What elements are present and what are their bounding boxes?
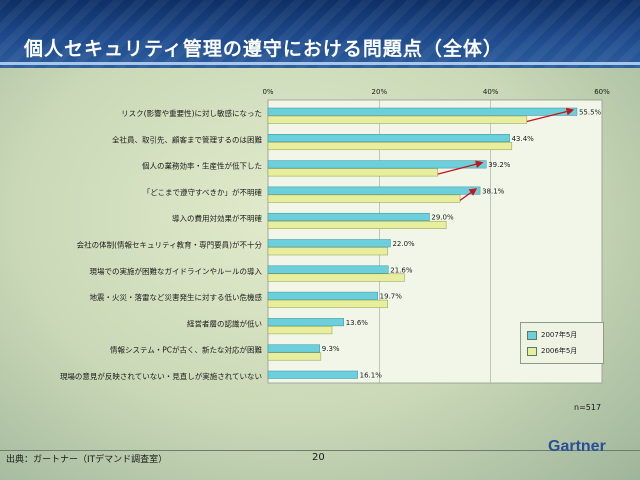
category-label: 現場の意見が反映されていない・見直しが実施されていない [60,371,262,381]
trend-arrow [459,188,478,201]
trend-arrow [526,107,575,123]
category-label: 地震・火災・落雷など災害発生に対する低い危機感 [90,292,263,302]
bar-2006 [267,194,461,203]
bar-2006 [267,299,388,308]
category-label: 導入の費用対効果が不明確 [172,213,262,223]
category-label: 全社員、取引先、顧客まで管理するのは困難 [112,134,262,144]
data-label-2007: 9.3% [322,345,340,353]
bar-2007 [267,291,378,300]
bar-2006 [267,168,439,177]
x-tick-label: 60% [594,88,610,96]
bar-2007 [267,344,321,353]
chart-legend: 2007年5月 2006年5月 [520,322,604,364]
bar-2007 [267,160,487,169]
title-bar-pattern [0,0,640,68]
legend-item-2006: 2006年5月 [527,346,577,356]
legend-item-2007: 2007年5月 [527,330,577,340]
x-tick-label: 20% [372,88,388,96]
data-label-2007: 16.1% [360,372,383,380]
legend-label-2007: 2007年5月 [541,331,578,339]
legend-label-2006: 2006年5月 [541,347,578,355]
bar-2006 [267,326,333,335]
data-label-2007: 38.1% [482,187,505,195]
bar-2006 [267,220,447,229]
category-label: 個人の業務効率・生産性が低下した [142,161,262,171]
bar-2007 [267,318,344,327]
title-underline [0,62,640,65]
trend-arrow [437,160,484,175]
bar-2007 [267,265,389,274]
bar-2007 [267,107,578,116]
bar-2006 [267,142,513,151]
bar-2007 [267,239,391,248]
data-label-2007: 29.0% [431,214,454,222]
data-label-2007: 19.7% [380,293,403,301]
sample-size-label: n=517 [574,403,602,412]
slide-title: 個人セキュリティ管理の遵守における問題点（全体） [24,38,503,60]
bar-2007 [267,370,358,379]
bar-2007 [267,186,481,195]
data-label-2007: 21.6% [390,266,413,274]
data-label-2007: 39.2% [488,161,511,169]
x-tick-label: 0% [262,88,273,96]
data-label-2007: 22.0% [392,240,415,248]
bar-2007 [267,134,510,143]
x-tick-label: 40% [483,88,499,96]
gartner-logo: Gartner [548,438,606,455]
category-label: リスク(影響や重要性)に対し敏感になった [121,108,262,118]
legend-swatch-2007 [527,330,537,340]
bar-2006 [267,273,405,282]
category-label: 会社の体制(情報セキュリティ教育・専門要員)が不十分 [77,240,263,250]
legend-swatch-2006 [527,346,537,356]
category-label: 経営者層の認識が低い [187,318,262,328]
category-label: 情報システム・PCが古く、新たな対応が困難 [110,345,263,355]
data-label-2007: 13.6% [346,319,369,327]
bar-2007 [267,212,430,221]
data-label-2007: 55.5% [579,109,602,117]
category-label: 現場での実施が困難なガイドラインやルールの導入 [90,266,263,276]
page-number: 20 [312,452,325,463]
footer-divider [0,450,640,451]
source-note: 出典：ガートナー（ITデマンド調査室） [6,455,168,465]
category-label: 「どこまで遵守すべきか」が不明確 [143,187,263,197]
title-bar: 個人セキュリティ管理の遵守における問題点（全体） [0,0,640,68]
bar-2006 [267,247,388,256]
bar-2006 [267,115,528,124]
data-label-2007: 43.4% [512,135,535,143]
bar-2006 [267,352,322,361]
